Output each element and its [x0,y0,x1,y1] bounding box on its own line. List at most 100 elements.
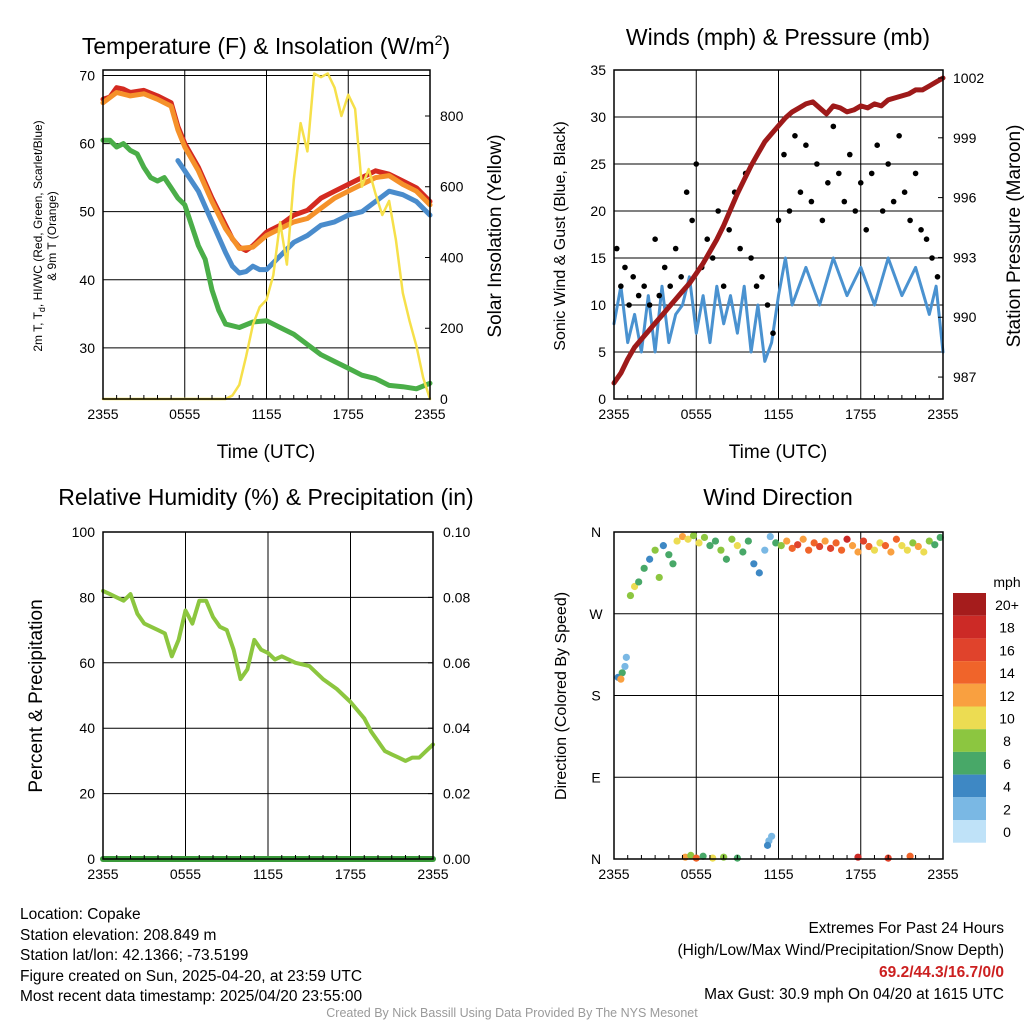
gust-point [678,274,684,280]
series-line [612,256,945,363]
y-tick-label: 5 [598,344,606,360]
gust-point [841,198,848,205]
direction-point [739,548,747,556]
gust-point [613,245,620,252]
direction-point [772,539,780,547]
x-tick-label: 0555 [170,866,201,882]
direction-point [854,548,862,556]
gust-point [656,292,663,299]
direction-point [669,560,677,568]
gust-point [890,198,897,205]
legend-label: 12 [999,688,1015,704]
extremes-block: Extremes For Past 24 Hours (High/Low/Max… [678,918,1005,1006]
direction-point [936,533,944,542]
direction-point [692,854,700,862]
temperature-ylabel-line2: & 9m T (Orange) [45,191,59,281]
winds-grid [613,69,944,400]
direction-point [821,537,829,545]
gust-point [934,274,941,280]
extremes-subheading: (High/Low/Max Wind/Precipitation/Snow De… [677,942,1005,959]
y2-tick-label: 800 [440,108,464,124]
gust-point [814,161,820,167]
direction-point [684,535,692,543]
direction-frame [613,531,944,860]
gust-point [885,161,891,167]
direction-point [826,544,835,552]
direction-point [881,542,890,550]
direction-point [865,542,873,551]
y-tick-label: E [591,769,600,785]
gust-point [622,264,628,271]
gust-point [661,264,668,271]
gust-point [737,245,743,252]
winds-title: Winds (mph) & Pressure (mb) [626,24,930,50]
direction-point [755,569,763,577]
direction-point [766,532,774,541]
direction-point [717,546,725,554]
temperature-frame [102,69,431,400]
gust-point [672,245,679,252]
direction-point [640,564,648,572]
recent-timestamp: Most recent data timestamp: 2025/04/20 2… [20,988,363,1005]
gust-point [781,151,787,158]
direction-point [655,573,663,582]
gust-point [819,217,826,224]
direction-point [768,832,776,840]
x-tick-label: 1155 [763,406,793,422]
max-gust: Max Gust: 30.9 mph On 04/20 at 1615 UTC [704,986,1004,1003]
direction-point [711,537,720,545]
y-tick-label: 80 [79,589,95,605]
legend-swatch [953,683,986,707]
y-tick-label: 15 [590,250,606,266]
gust-point [626,302,632,308]
direction-point [626,591,635,600]
gust-point [846,151,853,158]
direction-point [617,675,625,683]
direction-point [618,669,626,677]
humidity-frame [102,531,434,860]
y2-tick-label: 0.06 [443,655,470,671]
series-line [101,588,435,763]
legend-label: 16 [999,642,1015,658]
direction-point [914,542,922,551]
gust-point [618,283,624,290]
direction-point [876,539,884,547]
legend-label: 6 [1003,756,1011,772]
y-tick-label: 50 [79,204,95,220]
gust-point [715,208,721,214]
gust-point [797,189,804,195]
temperature-series [100,72,433,401]
direction-point [799,535,807,543]
series-line [611,75,946,386]
y2-tick-label: 0.04 [443,720,470,736]
x-tick-label: 2355 [417,866,448,882]
winds-y2label: Station Pressure (Maroon) [1004,125,1024,348]
direction-point [733,542,741,550]
direction-point [783,537,791,545]
direction-point [843,535,851,543]
y2-tick-label: 0.00 [443,851,470,867]
y2-tick-label: 999 [953,130,977,146]
x-tick-label: 1155 [253,866,283,882]
legend-label: 20+ [995,597,1019,613]
x-tick-label: 1755 [845,406,876,422]
y-tick-label: 35 [590,62,606,78]
gust-point [683,189,690,195]
direction-point [931,541,939,549]
direction-point [848,542,857,550]
x-tick-label: 2355 [927,866,958,882]
direction-point [892,535,900,543]
direction-point [651,546,659,554]
series-line [100,137,433,392]
y-tick-label: 20 [79,786,95,802]
x-tick-label: 2355 [598,866,629,882]
direction-grid [613,531,944,860]
direction-point [695,539,703,547]
humidity-panel: Relative Humidity (%) & Precipitation (i… [26,484,474,882]
y-tick-label: S [591,688,600,704]
gust-point [667,283,674,290]
y2-tick-label: 1002 [953,70,984,86]
x-tick-label: 2355 [414,406,445,422]
temperature-ticks: 2355 0555 1155 1755 2355 30 40 50 60 70 0 200 400 600… [79,67,463,422]
gust-point [689,217,695,224]
